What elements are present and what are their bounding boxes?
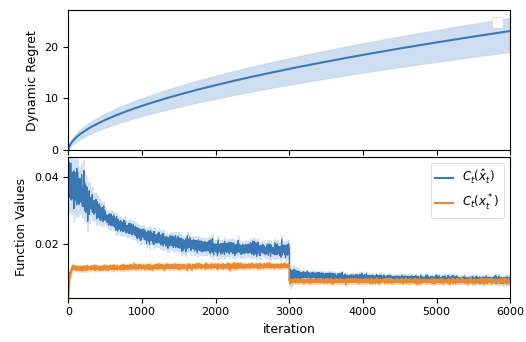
X-axis label: iteration: iteration — [263, 323, 316, 336]
Legend:  — [492, 17, 503, 28]
Y-axis label: Function Values: Function Values — [15, 179, 28, 276]
Y-axis label: Dynamic Regret: Dynamic Regret — [26, 30, 39, 131]
Legend: $C_t(\hat{x}_t)$, $C_t(x_t^*)$: $C_t(\hat{x}_t)$, $C_t(x_t^*)$ — [431, 163, 504, 218]
